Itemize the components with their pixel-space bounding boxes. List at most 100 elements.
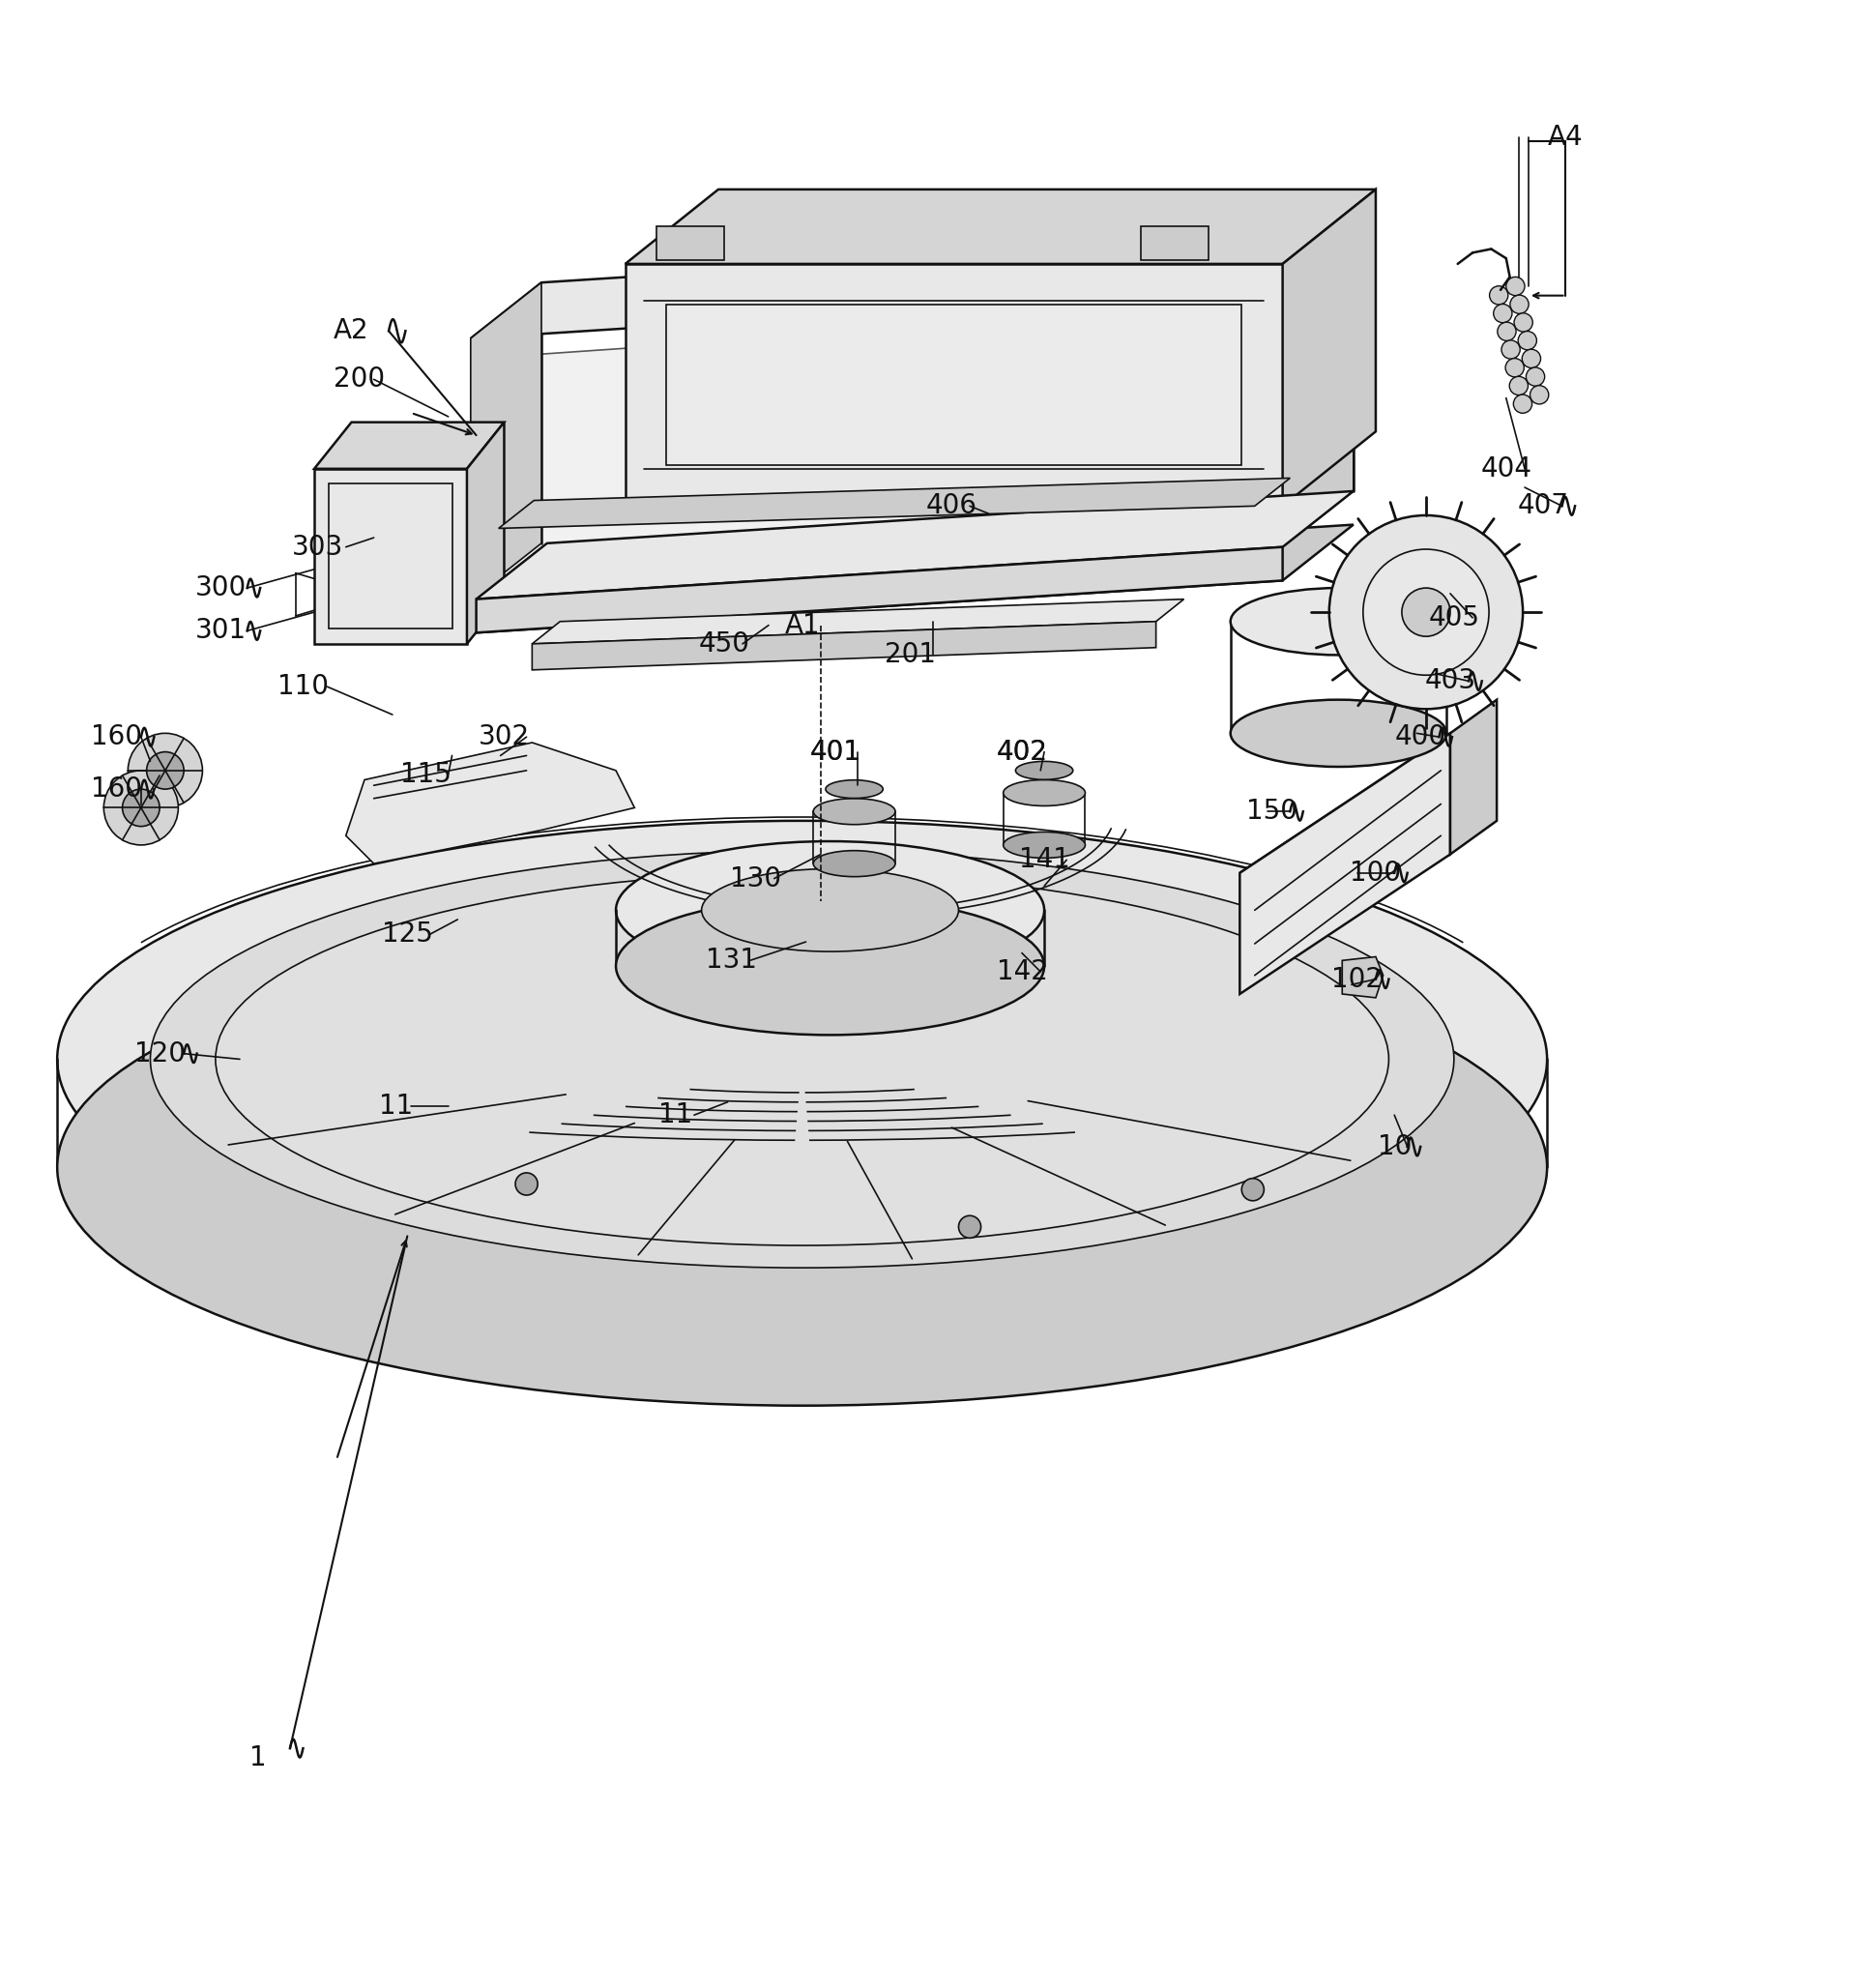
Text: 110: 110 — [278, 674, 328, 700]
Circle shape — [1498, 322, 1516, 340]
Polygon shape — [328, 483, 451, 628]
Text: 400: 400 — [1395, 724, 1445, 751]
Text: 125: 125 — [382, 920, 433, 948]
Polygon shape — [313, 421, 504, 469]
Circle shape — [147, 751, 185, 789]
Circle shape — [959, 1215, 981, 1239]
Circle shape — [1511, 294, 1529, 314]
Text: 403: 403 — [1425, 668, 1475, 694]
Polygon shape — [532, 598, 1184, 644]
Polygon shape — [466, 421, 504, 644]
Circle shape — [515, 1173, 537, 1195]
Text: 115: 115 — [401, 761, 451, 787]
Text: 303: 303 — [293, 533, 343, 561]
Text: 407: 407 — [1518, 493, 1568, 519]
Circle shape — [1501, 340, 1520, 360]
Polygon shape — [1141, 227, 1209, 260]
Ellipse shape — [58, 928, 1548, 1406]
Text: 302: 302 — [479, 724, 530, 751]
Text: 300: 300 — [196, 575, 246, 602]
Circle shape — [1242, 1179, 1264, 1201]
Text: 102: 102 — [1332, 966, 1382, 992]
Polygon shape — [1283, 189, 1376, 507]
Text: 401: 401 — [809, 738, 862, 765]
Polygon shape — [470, 282, 541, 598]
Text: A2: A2 — [334, 318, 369, 344]
Ellipse shape — [701, 869, 959, 952]
Polygon shape — [313, 469, 466, 644]
Polygon shape — [498, 477, 1291, 529]
Text: 402: 402 — [996, 738, 1048, 765]
Circle shape — [1522, 350, 1540, 368]
Ellipse shape — [151, 851, 1455, 1268]
Ellipse shape — [1231, 700, 1447, 767]
Text: 301: 301 — [196, 616, 246, 644]
Polygon shape — [656, 227, 724, 260]
Polygon shape — [1343, 956, 1384, 998]
Circle shape — [1526, 368, 1544, 386]
Polygon shape — [476, 525, 1354, 632]
Text: 10: 10 — [1376, 1133, 1412, 1161]
Ellipse shape — [813, 799, 895, 825]
Text: 11: 11 — [379, 1091, 414, 1119]
Polygon shape — [498, 304, 1255, 580]
Polygon shape — [1283, 231, 1354, 547]
Circle shape — [1514, 314, 1533, 332]
Text: 11: 11 — [658, 1101, 692, 1129]
Ellipse shape — [1016, 761, 1072, 779]
Circle shape — [1402, 588, 1451, 636]
Circle shape — [1529, 386, 1548, 404]
Text: 130: 130 — [729, 865, 781, 893]
Polygon shape — [666, 304, 1242, 465]
Text: 160: 160 — [91, 775, 142, 803]
Polygon shape — [1451, 700, 1498, 855]
Ellipse shape — [1231, 588, 1447, 654]
Text: 1: 1 — [250, 1743, 267, 1771]
Polygon shape — [1240, 734, 1451, 994]
Ellipse shape — [615, 897, 1044, 1036]
Text: 160: 160 — [91, 724, 142, 751]
Text: A4: A4 — [1548, 123, 1583, 151]
Text: 404: 404 — [1481, 455, 1531, 483]
Circle shape — [1494, 304, 1513, 322]
Text: 401: 401 — [809, 738, 862, 765]
Text: A1: A1 — [785, 612, 821, 638]
Circle shape — [1363, 549, 1488, 676]
Circle shape — [123, 789, 160, 827]
Polygon shape — [476, 491, 1354, 598]
Text: 450: 450 — [698, 630, 750, 658]
Circle shape — [1507, 276, 1526, 296]
Polygon shape — [345, 744, 634, 863]
Text: 402: 402 — [996, 738, 1048, 765]
Polygon shape — [1240, 734, 1451, 873]
Polygon shape — [532, 622, 1156, 670]
Circle shape — [1509, 376, 1527, 396]
Polygon shape — [476, 547, 1283, 632]
Ellipse shape — [813, 851, 895, 877]
Text: 131: 131 — [705, 946, 757, 974]
Circle shape — [129, 734, 203, 807]
Text: 141: 141 — [1018, 847, 1071, 873]
Circle shape — [1518, 332, 1537, 350]
Text: 120: 120 — [134, 1040, 185, 1068]
Text: 201: 201 — [884, 642, 936, 668]
Polygon shape — [625, 189, 1376, 264]
Ellipse shape — [826, 779, 882, 799]
Ellipse shape — [1003, 779, 1085, 805]
Ellipse shape — [216, 873, 1389, 1244]
Ellipse shape — [58, 821, 1548, 1298]
Text: 100: 100 — [1350, 859, 1401, 887]
Text: 200: 200 — [334, 366, 384, 394]
Circle shape — [1505, 358, 1524, 378]
Polygon shape — [470, 231, 1354, 338]
Circle shape — [1490, 286, 1509, 304]
Ellipse shape — [615, 841, 1044, 980]
Text: 406: 406 — [925, 493, 977, 519]
Text: 150: 150 — [1246, 797, 1296, 825]
Text: 405: 405 — [1429, 604, 1479, 632]
Circle shape — [104, 771, 179, 845]
Circle shape — [1513, 394, 1531, 414]
Circle shape — [1330, 515, 1524, 710]
Polygon shape — [625, 264, 1283, 507]
Text: 142: 142 — [996, 958, 1048, 986]
